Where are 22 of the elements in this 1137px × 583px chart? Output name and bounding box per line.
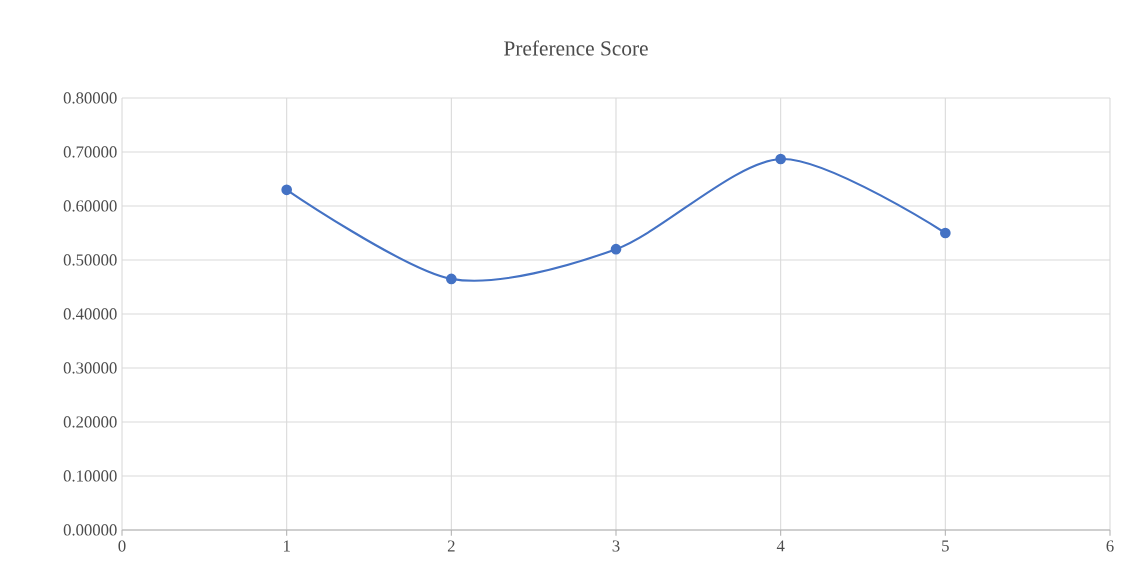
y-tick-label: 0.20000 [63, 416, 117, 428]
point [446, 273, 457, 285]
point [775, 153, 787, 165]
x-tick-label: 4 [776, 540, 785, 552]
point [281, 184, 293, 196]
x-tick-label: 0 [118, 540, 126, 552]
y-tick-label: 0.30000 [63, 362, 117, 374]
x-tick-label: 2 [447, 540, 455, 552]
y-tick-label: 0.80000 [63, 92, 117, 104]
y-tick-label: 0.10000 [63, 470, 117, 482]
x-tick-label: 6 [1106, 540, 1114, 552]
point [610, 243, 622, 255]
x-tick-label: 1 [283, 540, 290, 552]
x-tick-label: 5 [942, 540, 949, 552]
y-tick-label: 0.70000 [63, 146, 117, 158]
y-tick-label: 0.00000 [63, 524, 117, 536]
point [940, 227, 951, 239]
y-tick-label: 0.50000 [63, 254, 117, 266]
x-tick-label: 3 [612, 540, 620, 552]
y-tick-label: 0.60000 [63, 200, 117, 212]
chart-title: Preference Score [504, 40, 648, 56]
y-tick-label: 0.40000 [63, 308, 117, 320]
